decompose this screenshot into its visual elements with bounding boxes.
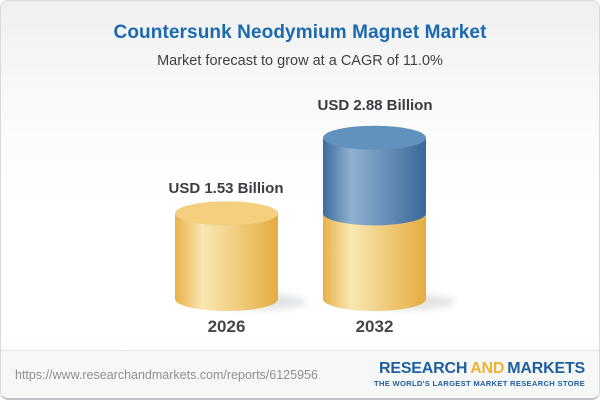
value-label-2026: USD 1.53 Billion (168, 180, 284, 197)
value-label-2032: USD 2.88 Billion (317, 97, 433, 114)
logo-word-and: AND (470, 360, 505, 378)
research-and-markets-logo: RESEARCH AND MARKETS THE WORLD'S LARGEST M… (374, 361, 585, 388)
cylinder-shadow (366, 294, 455, 310)
category-label-2026: 2026 (207, 317, 246, 336)
header: Countersunk Neodymium Magnet Market Mark… (1, 1, 599, 69)
logo-wordmark: RESEARCH AND MARKETS (374, 361, 585, 377)
logo-word-research: RESEARCH (379, 360, 468, 378)
footer: https://www.researchandmarkets.com/repor… (1, 350, 599, 398)
cylinder-shadow (218, 294, 307, 310)
cylinder-2026-top (175, 201, 278, 226)
cylinder-2032-base-bottom (323, 287, 426, 311)
category-label-2032: 2032 (355, 317, 394, 336)
cylinder-2026-body (175, 213, 278, 299)
report-url: https://www.researchandmarkets.com/repor… (15, 367, 318, 382)
cylinder-2026-bottom (175, 287, 278, 311)
cylinder-2032-base-body (323, 213, 426, 299)
logo-tagline: THE WORLD'S LARGEST MARKET RESEARCH STOR… (374, 379, 585, 389)
page-title: Countersunk Neodymium Magnet Market (113, 22, 487, 43)
cylinder-2032-top (323, 125, 426, 150)
cylinder-2032-growth-bottom (323, 201, 426, 226)
cylinder-2032-growth-body (323, 137, 426, 214)
page-subtitle: Market forecast to grow at a CAGR of 11.… (157, 53, 443, 69)
logo-word-markets: MARKETS (507, 360, 585, 378)
